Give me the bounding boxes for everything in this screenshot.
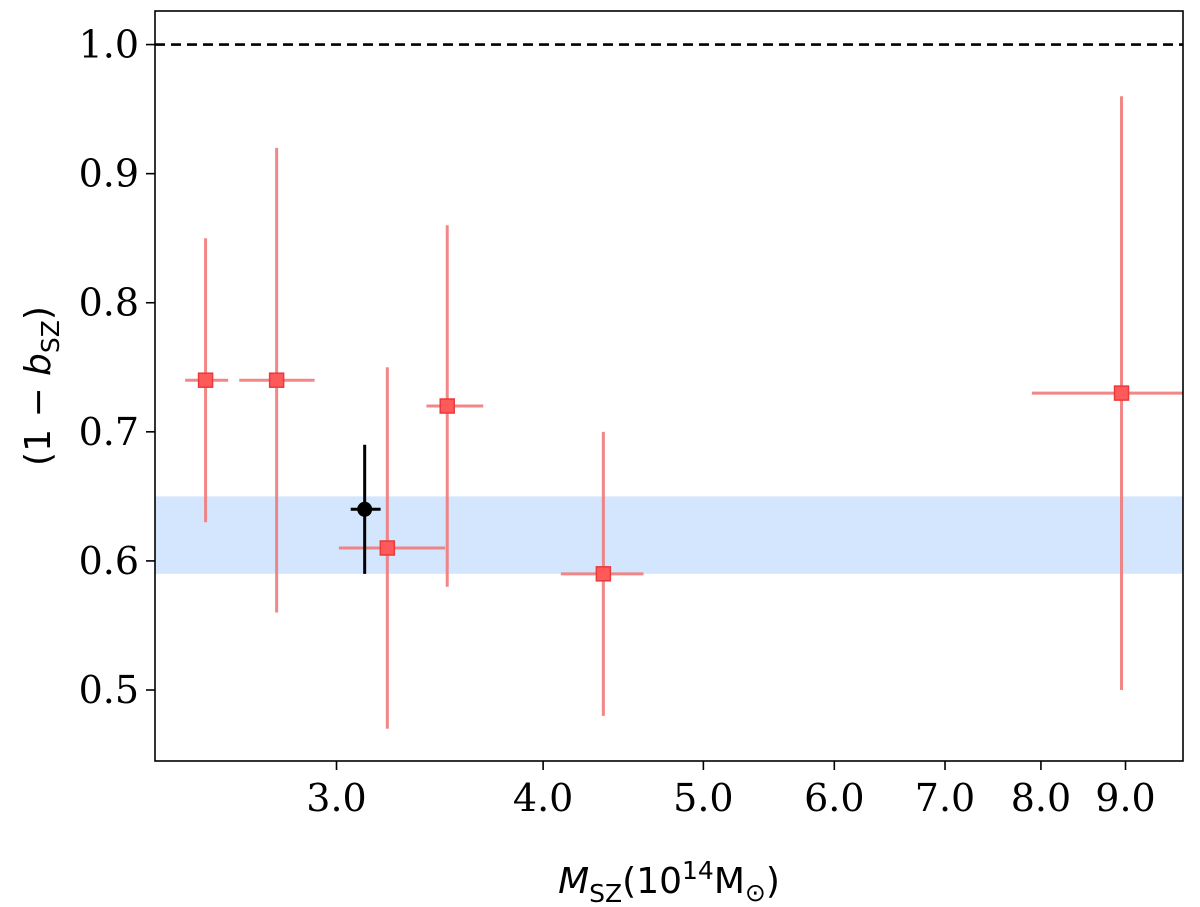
- x-axis-label-unit-sub: ⊙: [745, 878, 766, 907]
- data-point-square-0: [197, 372, 214, 388]
- data-point-square-3: [439, 398, 455, 414]
- x-axis-label-close: ): [766, 861, 780, 902]
- x-tick-label-3: 6.0: [804, 776, 864, 820]
- y-axis-label: (1 − bSZ): [18, 306, 65, 466]
- y-tick-label-3: 0.8: [79, 281, 139, 325]
- x-tick-label-6: 9.0: [1095, 776, 1155, 820]
- marker-layer: [197, 372, 1130, 582]
- data-point-circle-0: [357, 501, 373, 517]
- plot-frame: [154, 10, 1184, 762]
- y-axis-label-prefix: (1 −: [18, 376, 59, 466]
- y-tick-label-0: 0.5: [79, 668, 139, 712]
- x-axis-label-sup: 14: [682, 856, 714, 885]
- x-axis-label-unit: M: [714, 861, 745, 902]
- y-tick-label-4: 0.9: [79, 152, 139, 196]
- x-tick-label-4: 7.0: [915, 776, 975, 820]
- data-point-square-1: [268, 372, 285, 388]
- y-tick-label-2: 0.7: [79, 410, 139, 454]
- data-point-square-2: [379, 540, 396, 556]
- x-tick-label-5: 8.0: [1011, 776, 1071, 820]
- y-axis-label-sub: SZ: [36, 320, 65, 353]
- x-tick-label-1: 4.0: [513, 776, 573, 820]
- y-tick-label-1: 0.6: [79, 539, 139, 583]
- y-axis-label-var: b: [18, 353, 59, 376]
- x-axis-label: MSZ(1014M⊙): [558, 856, 780, 907]
- band-layer: [155, 496, 1183, 574]
- confidence-band: [155, 496, 1183, 574]
- x-axis-label-main: M: [558, 861, 589, 902]
- x-tick-label-2: 5.0: [673, 776, 733, 820]
- y-axis-label-close: ): [18, 306, 59, 320]
- data-point-square-5: [1113, 385, 1130, 401]
- x-tick-label-0: 3.0: [306, 776, 366, 820]
- ticks-layer: 0.5 0.6 0.7 0.8 0.9 1.0 3.0 4.0 5.0 6.0 7.0 8.0 9.0: [79, 23, 1156, 820]
- x-axis-label-rest: (10: [622, 861, 682, 902]
- y-tick-label-5: 1.0: [79, 23, 139, 67]
- x-axis-label-sub: SZ: [589, 879, 622, 907]
- errorbar-layer: [185, 96, 1183, 729]
- data-point-square-4: [595, 566, 612, 582]
